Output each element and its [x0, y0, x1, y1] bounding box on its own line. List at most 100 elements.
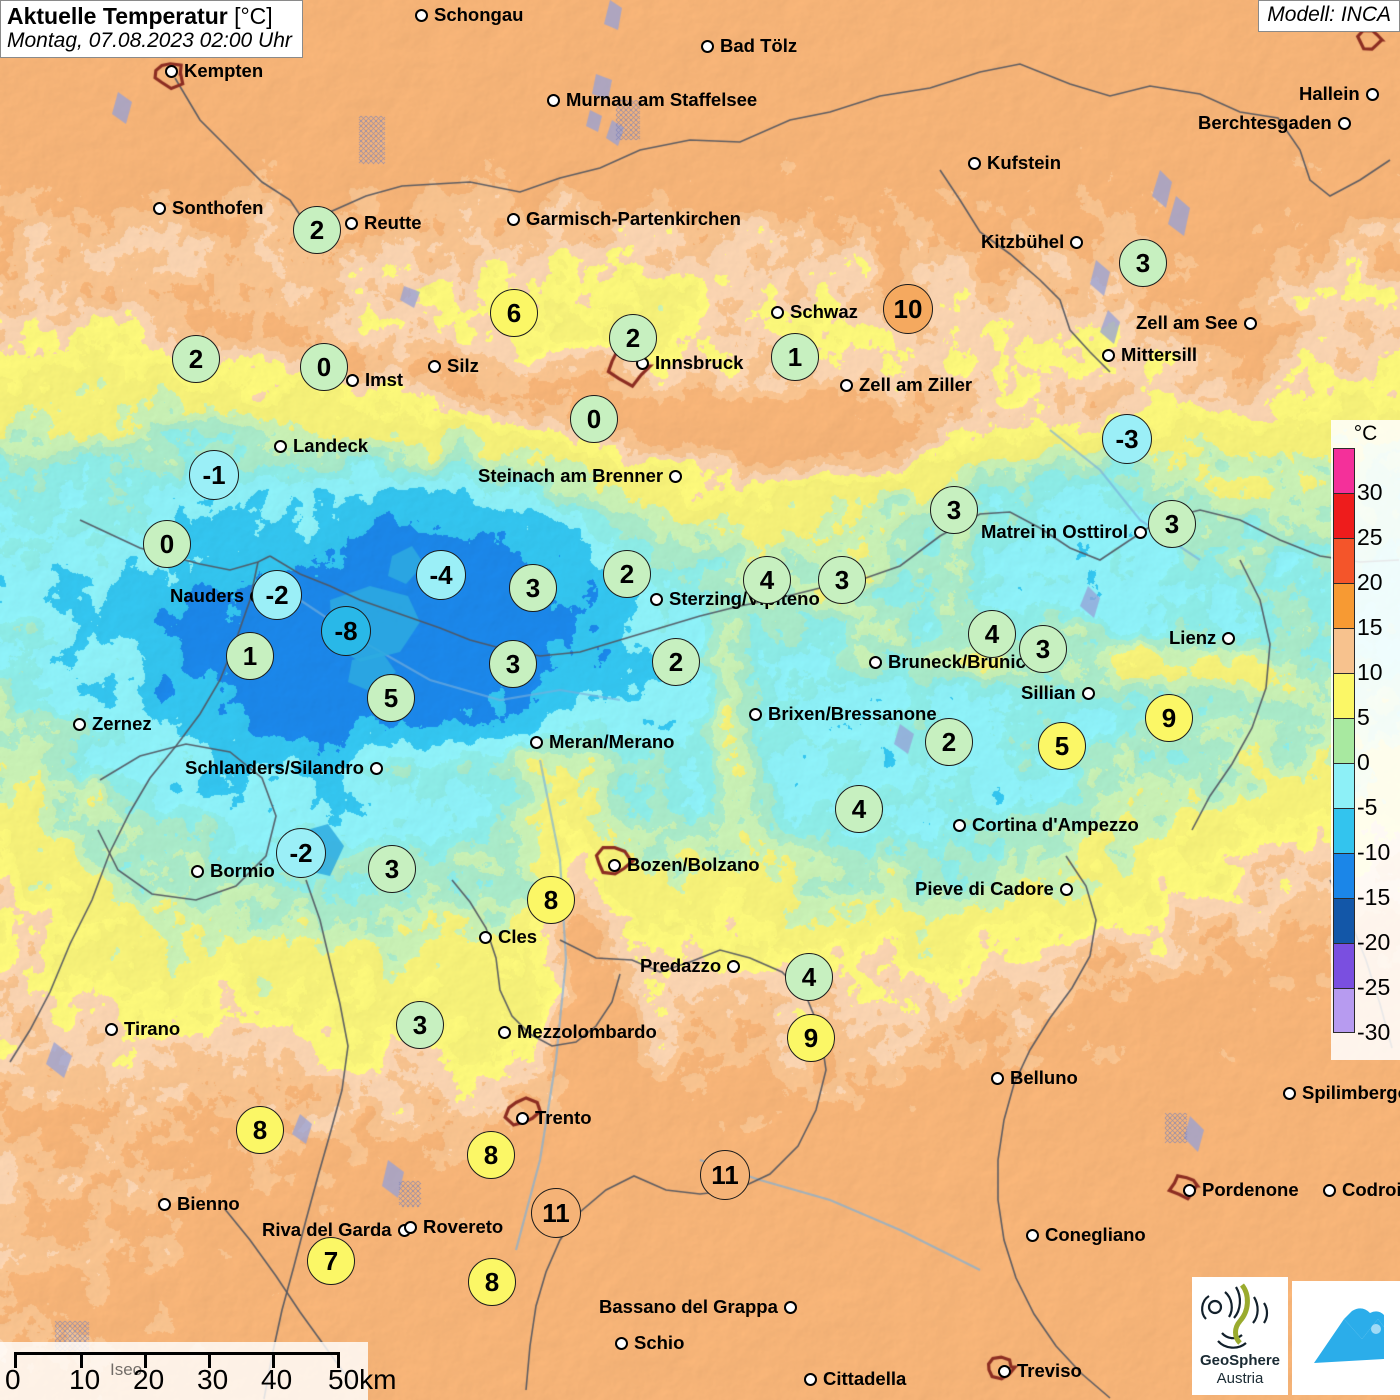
- city-dot-icon: [998, 1364, 1011, 1378]
- city-dot-icon: [530, 735, 543, 749]
- title-unit-text: [°C]: [234, 3, 273, 29]
- city-name-label: Pordenone: [1202, 1179, 1299, 1200]
- temperature-bubble[interactable]: 2: [925, 718, 973, 766]
- city-dot-icon: [498, 1025, 511, 1039]
- city-marker: Schwaz: [771, 301, 860, 323]
- city-name-label: Zell am See: [1136, 312, 1238, 333]
- temperature-bubble[interactable]: -3: [1102, 414, 1152, 464]
- city-dot-icon: [479, 930, 492, 944]
- temperature-bubble[interactable]: 2: [603, 550, 651, 598]
- legend-tick: 5: [1357, 704, 1370, 730]
- legend-tick-labels: 30 25 20 15 10 5 0 -5 -10 -15 -20 -25 -30: [1357, 448, 1390, 1045]
- legend-swatches: [1333, 448, 1355, 1033]
- temperature-bubble[interactable]: 3: [1019, 625, 1067, 673]
- city-name-label: Bozen/Bolzano: [627, 854, 760, 875]
- legend-swatch: [1333, 988, 1355, 1033]
- color-legend: °C 30 25 20 15 10 5 0 -5 -10 -15 -20 -25 -30: [1331, 420, 1400, 1060]
- temperature-bubble[interactable]: 4: [968, 610, 1016, 658]
- geosphere-mark-icon: [1201, 1283, 1269, 1349]
- temperature-bubble[interactable]: 3: [489, 640, 537, 688]
- temperature-bubble[interactable]: 5: [1038, 722, 1086, 770]
- temperature-bubble[interactable]: 1: [771, 333, 819, 381]
- city-name-label: Nauders: [170, 585, 245, 606]
- temperature-bubble[interactable]: 11: [531, 1188, 581, 1238]
- temperature-bubble[interactable]: 0: [300, 343, 348, 391]
- city-marker: Meran/Merano: [530, 731, 676, 753]
- city-dot-icon: [615, 1336, 628, 1350]
- temperature-bubble[interactable]: 2: [609, 314, 657, 362]
- temperature-bubble[interactable]: 8: [236, 1106, 284, 1154]
- temperature-bubble[interactable]: 7: [307, 1237, 355, 1285]
- city-marker: Landeck: [274, 435, 370, 457]
- scale-number: 40: [261, 1364, 293, 1395]
- temperature-bubble[interactable]: 3: [396, 1001, 444, 1049]
- temperature-bubble[interactable]: 8: [468, 1258, 516, 1306]
- temperature-bubble[interactable]: 4: [743, 556, 791, 604]
- city-marker: Murnau am Staffelsee: [547, 89, 759, 111]
- scale-tick: [207, 1355, 211, 1368]
- city-name-label: Bormio: [210, 860, 275, 881]
- city-name-label: Zernez: [92, 713, 152, 734]
- city-dot-icon: [1183, 1183, 1196, 1197]
- temperature-bubble[interactable]: 3: [930, 486, 978, 534]
- scale-bar: 0 10 20 30 40 50km Iseo: [0, 1342, 396, 1400]
- city-marker: Bienno: [158, 1193, 242, 1215]
- legend-unit-label: °C: [1353, 422, 1378, 445]
- city-marker: Cles: [479, 926, 539, 948]
- city-name-label: Hallein: [1299, 83, 1360, 104]
- city-name-label: Trento: [535, 1107, 592, 1128]
- temperature-bubble[interactable]: -4: [416, 550, 466, 600]
- city-dot-icon: [346, 373, 359, 387]
- temperature-bubble[interactable]: -2: [252, 570, 302, 620]
- temperature-bubble[interactable]: 3: [818, 556, 866, 604]
- city-dot-icon: [771, 305, 784, 319]
- temperature-bubble[interactable]: 3: [1119, 239, 1167, 287]
- temperature-bubble[interactable]: 1: [226, 632, 274, 680]
- city-marker: Brixen/Bressanone: [749, 703, 939, 725]
- legend-tick: 30: [1357, 479, 1383, 505]
- city-name-label: Treviso: [1017, 1360, 1082, 1381]
- temperature-bubble[interactable]: 2: [293, 206, 341, 254]
- model-label: Modell: INCA: [1267, 3, 1391, 26]
- temperature-bubble[interactable]: 9: [1145, 694, 1193, 742]
- city-marker: Lienz: [1167, 627, 1236, 649]
- temperature-bubble[interactable]: -2: [276, 828, 326, 878]
- temperature-bubble[interactable]: 5: [367, 674, 415, 722]
- temperature-bubble[interactable]: 3: [368, 845, 416, 893]
- city-marker: Innsbruck: [636, 352, 745, 374]
- temperature-bubble[interactable]: 4: [835, 785, 883, 833]
- temperature-bubble[interactable]: 4: [785, 953, 833, 1001]
- city-name-label: Tirano: [124, 1018, 181, 1039]
- temperature-bubble[interactable]: -8: [321, 606, 371, 656]
- obscured-city-label: Iseo: [110, 1360, 143, 1379]
- city-marker: Sterzing/Vipiteno: [650, 588, 822, 610]
- city-marker: Steinach am Brenner: [476, 465, 683, 487]
- temperature-bubble[interactable]: 10: [883, 284, 933, 334]
- temperature-bubble[interactable]: 8: [527, 876, 575, 924]
- legend-swatch: [1333, 493, 1355, 538]
- temperature-bubble[interactable]: 8: [467, 1131, 515, 1179]
- temperature-bubble[interactable]: 11: [700, 1150, 750, 1200]
- city-dot-icon: [507, 212, 520, 226]
- city-name-label: Matrei in Osttirol: [981, 521, 1128, 542]
- city-name-label: Berchtesgaden: [1198, 112, 1332, 133]
- temperature-bubble[interactable]: -1: [189, 450, 239, 500]
- city-marker: Sonthofen: [153, 197, 265, 219]
- temperature-bubble[interactable]: 9: [787, 1014, 835, 1062]
- city-dot-icon: [165, 64, 178, 78]
- city-dot-icon: [345, 216, 358, 230]
- scale-number: 20: [133, 1364, 165, 1395]
- city-marker: Conegliano: [1026, 1224, 1148, 1246]
- temperature-bubble[interactable]: 6: [490, 289, 538, 337]
- scale-tick: [79, 1355, 83, 1368]
- temperature-bubble[interactable]: 3: [1148, 500, 1196, 548]
- temperature-bubble[interactable]: 0: [143, 520, 191, 568]
- temperature-bubble[interactable]: 0: [570, 395, 618, 443]
- temperature-bubble[interactable]: 2: [652, 638, 700, 686]
- city-dot-icon: [1323, 1183, 1336, 1197]
- temperature-bubble[interactable]: 2: [172, 335, 220, 383]
- city-marker: Mezzolombardo: [498, 1021, 659, 1043]
- temperature-bubble[interactable]: 3: [509, 564, 557, 612]
- city-dot-icon: [153, 201, 166, 215]
- city-dot-icon: [1243, 316, 1257, 330]
